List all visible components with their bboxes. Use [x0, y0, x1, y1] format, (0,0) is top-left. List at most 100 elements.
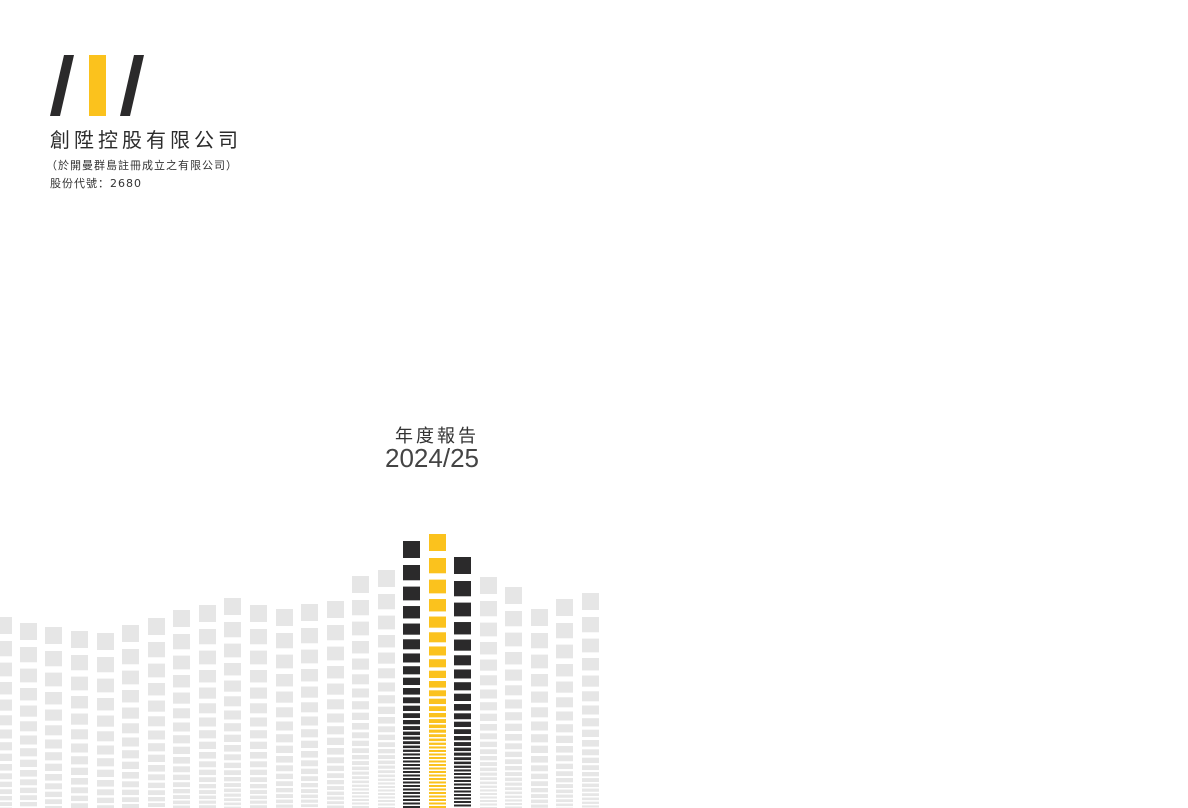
bar-block	[403, 719, 420, 725]
bar-block	[505, 712, 522, 721]
bar-block	[71, 696, 88, 709]
bar-block	[352, 732, 369, 739]
bar-block	[403, 745, 420, 749]
bar-block	[454, 761, 471, 765]
bar-block	[224, 802, 241, 806]
bar-block	[122, 649, 139, 665]
bar-block	[556, 623, 573, 639]
bar-block	[556, 697, 573, 708]
bar-block	[378, 706, 395, 715]
bar-block	[505, 806, 522, 808]
bar-block	[429, 632, 446, 643]
bar-block	[327, 757, 344, 764]
bar-block	[327, 737, 344, 746]
bar-block	[429, 616, 446, 628]
bar-block	[301, 604, 318, 621]
bar-block	[403, 741, 420, 745]
bar-block	[480, 772, 497, 776]
bar-block	[327, 646, 344, 661]
bar-block	[148, 796, 165, 802]
bar-block	[173, 766, 190, 773]
bar-block	[505, 743, 522, 750]
bar-block	[454, 757, 471, 761]
bar-block	[173, 692, 190, 704]
bar-block	[403, 798, 420, 801]
bar-block	[250, 670, 267, 683]
bar-block	[480, 724, 497, 731]
bar-block	[505, 777, 522, 782]
bar-block	[301, 760, 318, 767]
bar-block	[301, 669, 318, 682]
bar-block	[199, 805, 216, 808]
bar-block	[531, 756, 548, 763]
bar-block	[556, 644, 573, 659]
bar-block	[0, 795, 12, 801]
bar-block	[378, 778, 395, 781]
bar-block	[505, 759, 522, 765]
bar-block	[429, 767, 446, 770]
bar-block	[352, 688, 369, 698]
bar-block	[429, 724, 446, 729]
bar-block	[454, 800, 471, 803]
bar-block	[148, 782, 165, 789]
bar-block	[582, 705, 599, 715]
bar-block	[276, 794, 293, 798]
bar-block	[276, 745, 293, 754]
bar-block	[505, 791, 522, 795]
bar-block	[250, 805, 267, 808]
bar-block	[403, 756, 420, 759]
bar-block	[276, 756, 293, 763]
bar-block	[505, 751, 522, 758]
bar-block	[199, 605, 216, 622]
bar-block	[20, 668, 37, 683]
bar-block	[403, 784, 420, 787]
bar-block	[582, 771, 599, 777]
bar-block	[276, 804, 293, 808]
bar-block	[403, 731, 420, 736]
bar-block	[480, 781, 497, 785]
bar-block	[122, 690, 139, 703]
bar-block	[454, 713, 471, 720]
bar-block	[403, 623, 420, 635]
bar-block	[45, 799, 62, 805]
bar-block	[454, 765, 471, 768]
bar-block	[327, 601, 344, 618]
bar-block	[301, 776, 318, 782]
bar-block	[199, 717, 216, 727]
bar-block	[531, 734, 548, 743]
bar-block	[403, 788, 420, 791]
bar-block	[122, 625, 139, 642]
bar-block	[505, 787, 522, 791]
bar-block	[276, 721, 293, 731]
bar-block	[505, 611, 522, 627]
bar-block	[429, 738, 446, 742]
bar-block	[122, 789, 139, 796]
bar-block	[454, 779, 471, 782]
bar-block	[250, 687, 267, 699]
bar-block	[276, 787, 293, 793]
bar-block	[454, 622, 471, 635]
bar-block	[429, 753, 446, 756]
bar-block	[531, 781, 548, 787]
bar-block	[378, 652, 395, 664]
bar-block	[403, 541, 420, 558]
bar-block	[276, 633, 293, 649]
bar-block	[454, 742, 471, 746]
bar-block	[173, 795, 190, 799]
bar-block	[301, 740, 318, 749]
bar-block	[250, 629, 267, 645]
bar-block	[378, 796, 395, 799]
stock-code: 股份代號：2680	[50, 177, 142, 190]
bar-block	[45, 763, 62, 772]
bar-block	[403, 713, 420, 719]
bar-block	[173, 722, 190, 732]
bar-block	[148, 730, 165, 740]
bar-block	[582, 793, 599, 797]
bar-block	[378, 755, 395, 759]
bar-block	[505, 723, 522, 732]
bar-block	[531, 773, 548, 780]
bar-block	[224, 723, 241, 732]
bar-block	[429, 690, 446, 697]
bar-block	[301, 768, 318, 775]
bar-block	[403, 749, 420, 752]
